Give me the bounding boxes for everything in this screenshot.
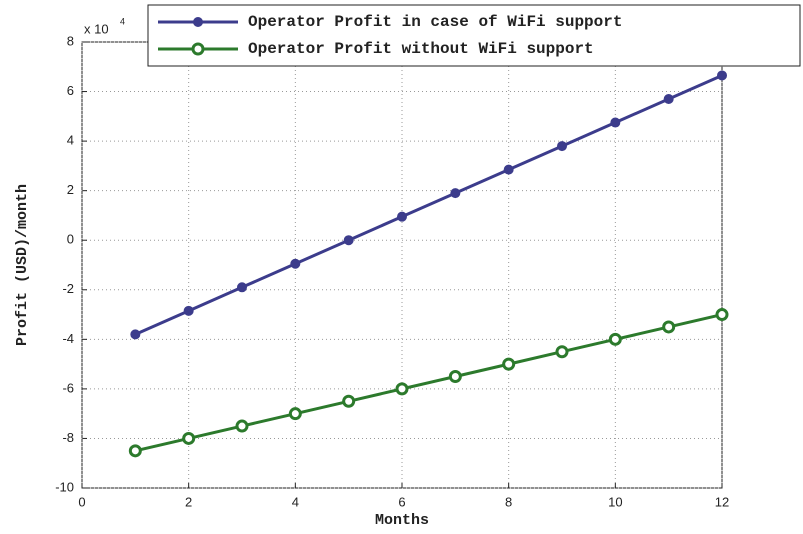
x-tick-label: 10: [608, 494, 622, 509]
point: [343, 235, 354, 246]
y-tick-label: -10: [55, 479, 74, 494]
y-tick-label: 0: [67, 232, 74, 247]
point: [450, 188, 461, 199]
point: [663, 93, 674, 104]
x-tick-label: 12: [715, 494, 729, 509]
point: [237, 282, 247, 293]
y-scale-label: x 10: [84, 21, 109, 36]
legend-marker: [193, 17, 203, 27]
x-tick-label: 8: [505, 494, 512, 509]
point: [342, 394, 356, 408]
plot-frame: [81, 41, 723, 489]
y-tick-label: -4: [62, 331, 74, 346]
point: [235, 419, 249, 433]
x-tick-label: 4: [292, 494, 299, 509]
legend: Operator Profit in case of WiFi support O…: [147, 4, 801, 67]
point: [662, 320, 676, 334]
y-tick-label: 2: [67, 182, 74, 197]
x-tick-label: 2: [185, 494, 192, 509]
point: [555, 345, 569, 359]
y-scale-exponent: 4: [120, 16, 125, 26]
y-axis-label: Profit (USD)/month: [14, 184, 31, 346]
point: [290, 258, 301, 269]
y-tick-label: 6: [67, 83, 74, 98]
x-tick-label: 6: [398, 494, 405, 509]
point: [395, 382, 409, 396]
x-axis-label: Months: [375, 512, 429, 529]
point: [715, 308, 729, 322]
x-tick-label: 0: [78, 494, 85, 509]
legend-box: [147, 4, 801, 67]
legend-label: Operator Profit in case of WiFi support: [248, 13, 622, 31]
point: [610, 117, 621, 128]
point: [397, 211, 407, 222]
y-tick-label: -8: [62, 430, 74, 445]
y-tick-label: 8: [67, 33, 74, 48]
point: [608, 332, 622, 346]
legend-marker: [191, 42, 205, 56]
legend-label: Operator Profit without WiFi support: [248, 40, 594, 58]
y-tick-label: -2: [62, 281, 74, 296]
point: [502, 357, 516, 371]
y-tick-label: -6: [62, 380, 74, 395]
point: [183, 305, 194, 316]
point: [128, 444, 142, 458]
point: [448, 370, 462, 383]
point: [717, 70, 727, 81]
point: [182, 431, 196, 445]
series-line: [134, 74, 723, 336]
series-line: [134, 313, 723, 453]
point: [130, 329, 141, 340]
point: [288, 407, 302, 421]
point: [557, 141, 567, 152]
point: [503, 164, 514, 175]
y-tick-label: 4: [67, 133, 74, 148]
